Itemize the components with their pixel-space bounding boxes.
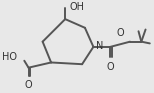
Text: O: O xyxy=(116,28,124,38)
Text: HO: HO xyxy=(2,52,17,62)
Text: O: O xyxy=(107,62,114,72)
Text: OH: OH xyxy=(69,2,84,12)
Text: O: O xyxy=(25,80,32,90)
Text: N: N xyxy=(96,41,104,51)
